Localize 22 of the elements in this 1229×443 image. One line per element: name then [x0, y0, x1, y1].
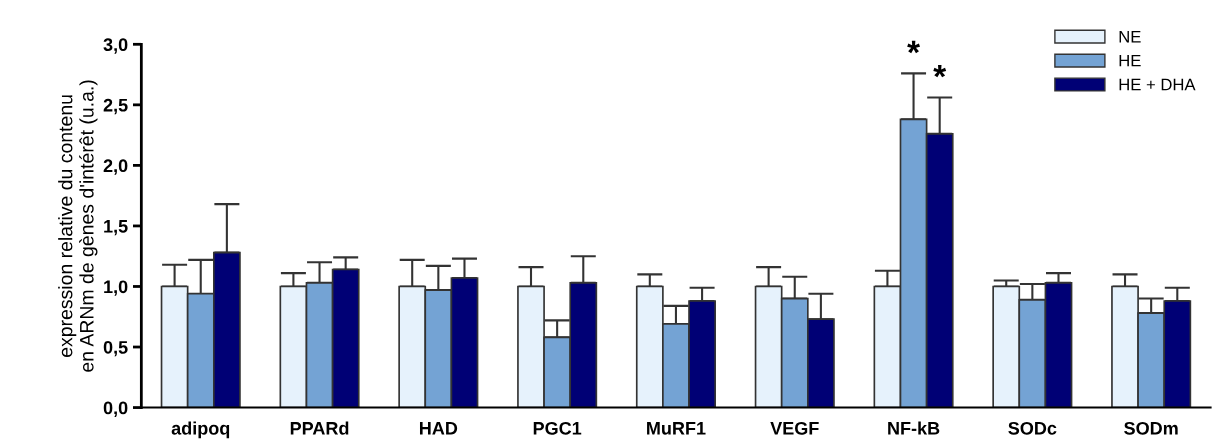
legend-label: NE: [1119, 30, 1141, 43]
y-tick-label: 1,5: [104, 220, 128, 236]
x-tick-label: NF-kB: [888, 421, 940, 435]
y-tick-label: 0,0: [103, 401, 128, 417]
y-tick-label: 2,5: [103, 98, 128, 115]
y-tick-label: 1,0: [104, 280, 128, 296]
annotation: *: [907, 40, 921, 54]
legend-label: HE: [1119, 54, 1141, 67]
x-tick-label: VEGF: [770, 421, 819, 435]
legend-label: HE + DHA: [1119, 78, 1196, 91]
y-tick-label: 0,5: [103, 340, 128, 357]
x-tick-label: adipoq: [171, 421, 230, 439]
y-axis-title: expression relative du contenu en ARNm de gènes d'intérêt (u.a.): [58, 80, 98, 372]
x-tick-label: PGC1: [533, 421, 582, 435]
x-tick-label: MuRF1: [647, 422, 706, 435]
x-tick-label: SODc: [1008, 421, 1057, 435]
annotation: *: [933, 64, 947, 78]
x-tick-label: HAD: [419, 422, 458, 435]
y-tick-label: 3,0: [103, 38, 128, 54]
x-tick-label: SODm: [1124, 421, 1178, 435]
y-tick-label: 2,0: [103, 159, 128, 175]
x-tick-label: PPARd: [290, 421, 349, 435]
